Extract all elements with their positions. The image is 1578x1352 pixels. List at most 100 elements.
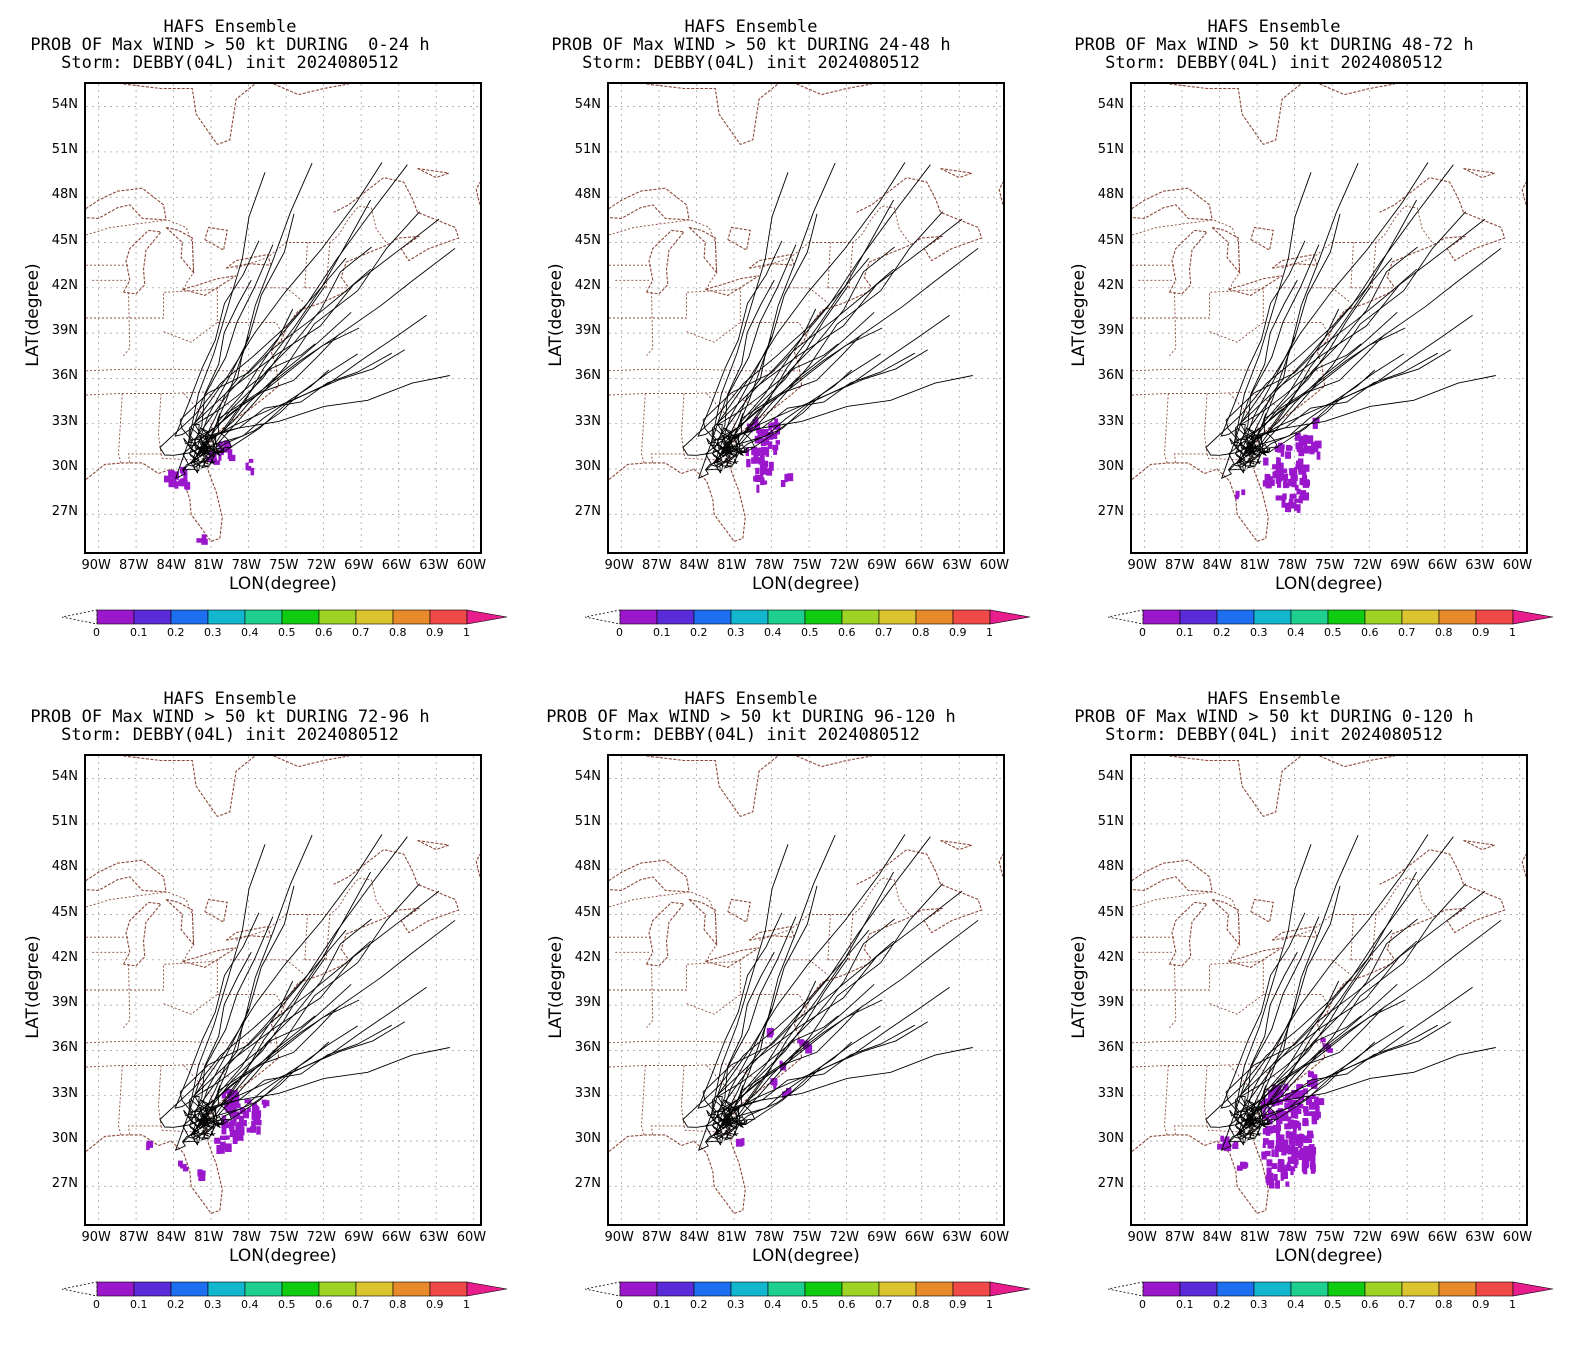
prob-cell (1282, 494, 1286, 503)
colorbar-label: 0.8 (389, 1298, 407, 1311)
prob-cell (770, 433, 778, 440)
colorbar-label: 0.7 (352, 1298, 370, 1311)
prob-cell (225, 1088, 231, 1094)
prob-cell (1290, 1141, 1296, 1151)
lon-tick-label: 72W (1352, 1230, 1383, 1245)
lat-tick-label: 33N (1097, 1085, 1124, 1101)
prob-cell (1262, 480, 1266, 487)
colorbar-label: 0.9 (1472, 1298, 1490, 1311)
lat-tick-label: 30N (574, 1130, 601, 1146)
colorbar-label: 0.7 (1398, 626, 1416, 639)
y-axis-title: LAT(degree) (546, 935, 566, 1039)
prob-cell (1294, 466, 1298, 475)
lon-tick-label: 69W (344, 558, 374, 573)
colorbar-bin (619, 1281, 658, 1297)
coastline (273, 756, 349, 768)
lon-tick-label: 78W (1277, 558, 1307, 573)
colorbar-label: 0.5 (1324, 1298, 1342, 1311)
coastline (1319, 84, 1395, 96)
prob-cell (228, 1095, 235, 1102)
prob-cell (1327, 1048, 1333, 1053)
colorbar-bin (1290, 609, 1329, 625)
colorbar-bin (656, 609, 695, 625)
prob-cell (1302, 1088, 1308, 1095)
prob-cell (1281, 468, 1288, 473)
prob-cell (1296, 508, 1301, 513)
state-border (160, 1125, 204, 1133)
prob-cell (755, 467, 760, 475)
prob-cell (1282, 1097, 1287, 1102)
prob-cell (1297, 1122, 1302, 1131)
prob-cell (1291, 1135, 1299, 1144)
lon-tick-label: 84W (679, 558, 709, 573)
prob-cell (760, 439, 767, 447)
colorbar-bin (1142, 609, 1181, 625)
lon-tick-label: 72W (1352, 558, 1383, 573)
coastline (86, 177, 460, 543)
ensemble-track (723, 349, 929, 456)
colorbar-bin (1179, 1281, 1218, 1297)
prob-cell (1296, 488, 1301, 495)
lon-tick-label: 60W (979, 1230, 1010, 1245)
prob-cell (254, 1110, 262, 1118)
prob-cell (1285, 505, 1290, 512)
prob-cell (1287, 478, 1294, 487)
prob-cell (1289, 468, 1295, 476)
state-border (752, 287, 829, 304)
prob-cell (775, 430, 780, 435)
prob-cell (1276, 1109, 1281, 1118)
prob-cell (1241, 489, 1246, 496)
ensemble-track (188, 218, 440, 461)
lon-tick-label: 72W (829, 1230, 860, 1245)
prob-cell (1290, 1120, 1298, 1129)
lat-tick-label: 39N (51, 323, 78, 339)
prob-cell (1307, 1079, 1314, 1087)
colorbar-bin (392, 1281, 431, 1297)
colorbar-label: 0.1 (130, 626, 148, 639)
lon-tick-label: 63W (419, 558, 449, 573)
prob-cell (1279, 1144, 1283, 1152)
ensemble-track (722, 311, 875, 456)
state-border (1164, 1065, 1169, 1136)
colorbar-bin (804, 609, 843, 625)
panel-title3: Storm: DEBBY(04L) init 2024080512 (61, 53, 399, 73)
lon-tick-label: 84W (679, 1230, 709, 1245)
ensemble-track (726, 163, 836, 462)
ensemble-track (194, 375, 450, 456)
prob-cell (746, 459, 751, 468)
lon-tick-label: 66W (1427, 1230, 1458, 1245)
state-border (641, 1065, 646, 1136)
lat-tick-label: 48N (574, 859, 601, 875)
prob-cell (1312, 417, 1320, 423)
state-border (758, 205, 910, 269)
prob-cell (1303, 1135, 1309, 1144)
prob-cell (1271, 1149, 1275, 1157)
prob-cell (1289, 495, 1294, 501)
state-border (683, 1125, 727, 1133)
state-border (1275, 959, 1352, 976)
ensemble-track (203, 835, 313, 1134)
prob-cell (1274, 1148, 1279, 1158)
prob-cell (1290, 1166, 1294, 1176)
prob-cell (1302, 1157, 1305, 1162)
coastline (86, 849, 460, 1215)
lon-tick-label: 69W (1390, 558, 1420, 573)
colorbar-label: 0.8 (1435, 626, 1453, 639)
prob-cell (1300, 1148, 1307, 1156)
state-border (86, 288, 218, 319)
colorbar-label: 1 (986, 626, 993, 639)
prob-cell (1302, 492, 1309, 501)
colorbar-bin (355, 1281, 394, 1297)
colorbar-bin (619, 609, 658, 625)
prob-cell (220, 1135, 227, 1140)
coastline (940, 839, 972, 851)
lon-tick-label: 90W (81, 1230, 111, 1245)
ensemble-track (215, 246, 372, 454)
state-border (229, 959, 306, 976)
coastline (123, 756, 256, 818)
prob-cell (1227, 1144, 1232, 1151)
prob-cell (1291, 478, 1297, 488)
lon-tick-label: 78W (754, 1230, 784, 1245)
colorbar-label: 0.6 (838, 1298, 856, 1311)
lat-tick-label: 30N (1097, 1130, 1124, 1146)
